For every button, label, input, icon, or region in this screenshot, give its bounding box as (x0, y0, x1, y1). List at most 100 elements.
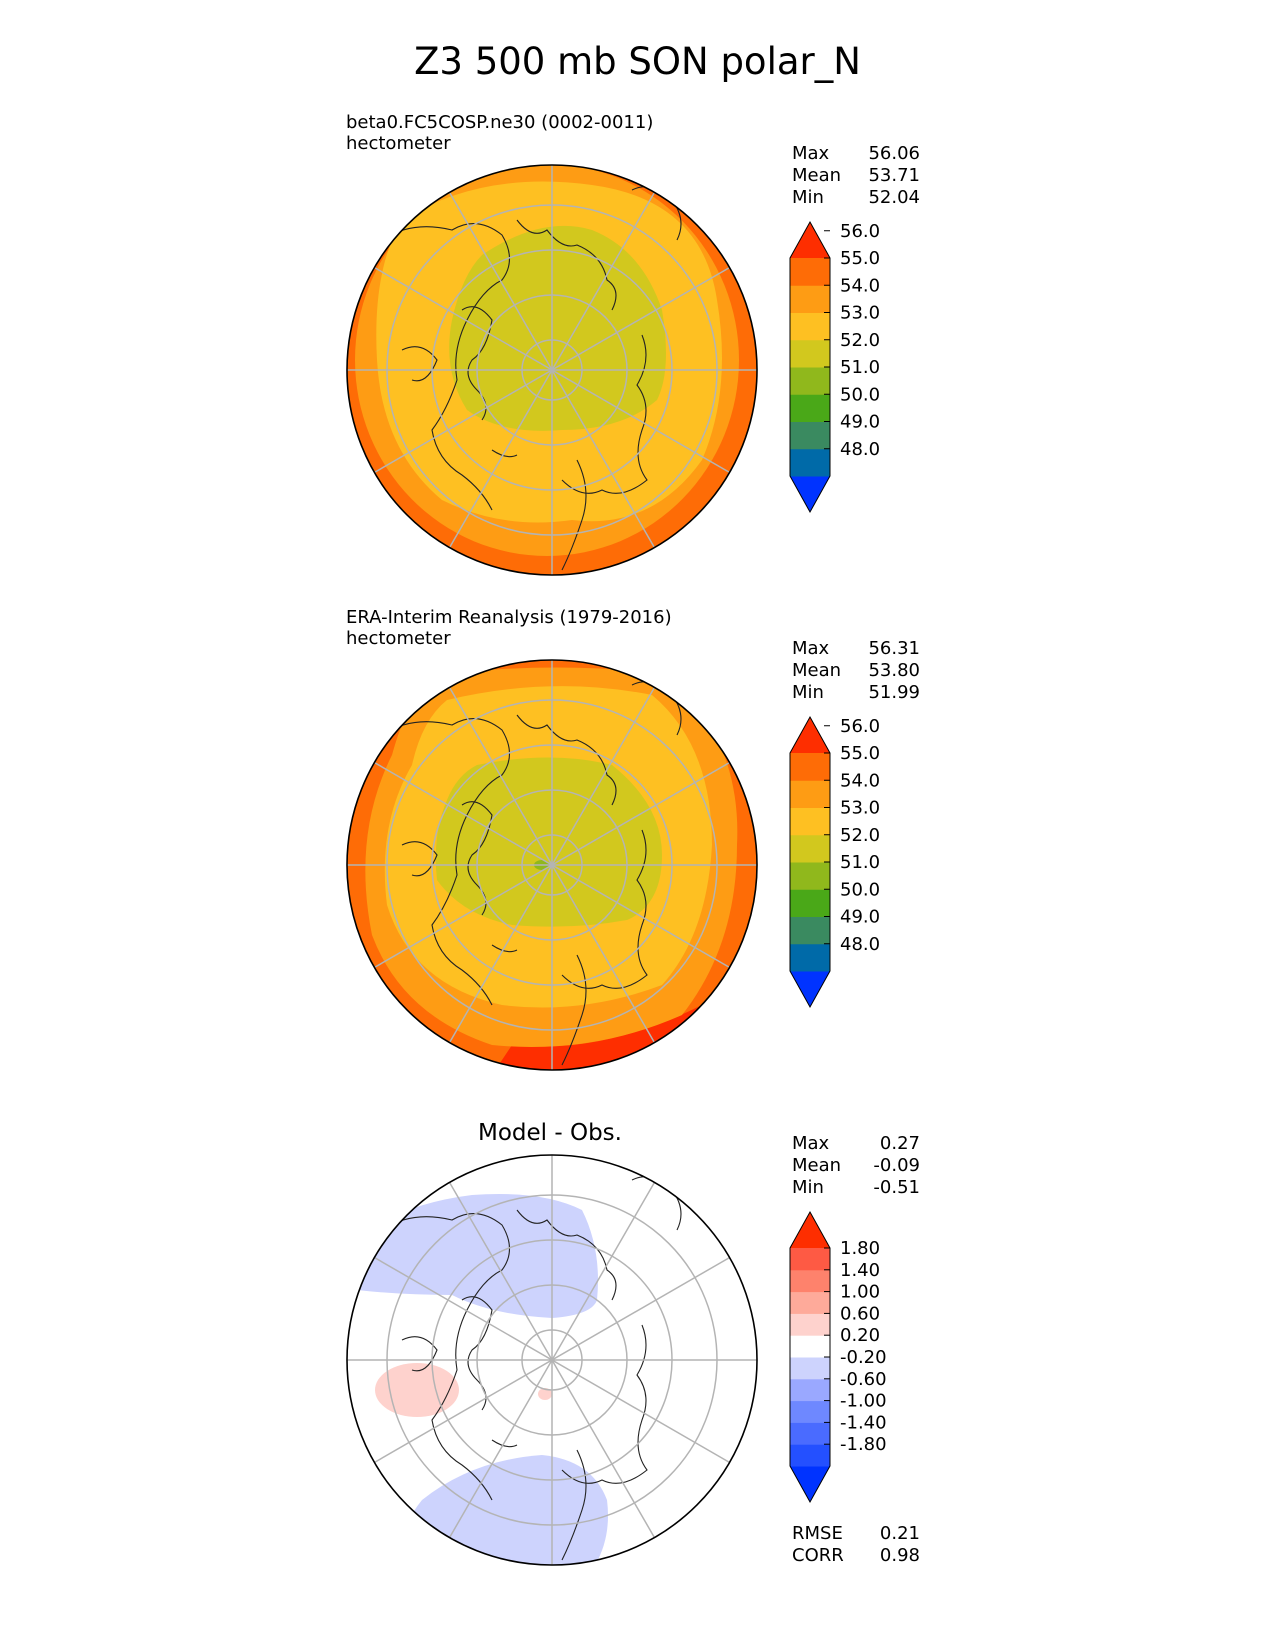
colorbar-extend-max (790, 1212, 830, 1248)
colorbar-segment (790, 1400, 830, 1423)
colorbar-tick-label: 51.0 (840, 852, 880, 873)
stat-max-value: 56.06 (868, 143, 920, 164)
polar-map-test (346, 164, 758, 576)
stat-mean-label: Mean (792, 1155, 842, 1176)
colorbar-segment (790, 862, 830, 890)
contour-band-52 (435, 757, 662, 927)
colorbar-tick-label: 50.0 (840, 384, 880, 405)
subtitle-case: ERA-Interim Reanalysis (1979-2016) (346, 607, 672, 628)
colorbar-tick-label: 51.0 (840, 357, 880, 378)
metrics-box: RMSE 0.21 CORR 0.98 (792, 1523, 920, 1567)
coastlines (381, 186, 682, 571)
colorbar-segment (790, 258, 830, 286)
panel-test: beta0.FC5COSP.ne30 (0002-0011) hectometer… (0, 0, 1275, 576)
stat-max-label: Max (792, 638, 830, 659)
colorbar-segment (790, 1291, 830, 1314)
colorbar-segment (790, 394, 830, 422)
colorbar-tick-label: 48.0 (840, 934, 880, 955)
colorbar-tick-label: -1.40 (840, 1412, 887, 1433)
colorbar-tick-label: 49.0 (840, 412, 880, 433)
graticule (347, 165, 757, 575)
colorbar-extend-max (790, 222, 830, 258)
stat-mean-label: Mean (792, 165, 842, 186)
map-boundary (346, 659, 758, 1071)
panel-reference: ERA-Interim Reanalysis (1979-2016) hectom… (0, 495, 1275, 1071)
colorbar-tick-label: 49.0 (840, 907, 880, 928)
colorbar-tick-label: 0.20 (840, 1325, 880, 1346)
graticule (347, 1155, 757, 1565)
graticule (347, 660, 757, 1070)
panel-test-subtitle: beta0.FC5COSP.ne30 (0002-0011) hectometer (346, 112, 653, 154)
colorbar-segment (790, 834, 830, 863)
colorbar-extend-min (790, 971, 830, 1007)
colorbar-segment (790, 448, 830, 477)
rmse-value: 0.21 (879, 1523, 920, 1544)
corr-value: 0.98 (879, 1545, 920, 1566)
colorbar-segment (790, 421, 830, 450)
colorbar-segment (790, 780, 830, 808)
colorbar-segment (790, 1444, 830, 1467)
colorbar-reference: 48.0 49.0 50.0 51.0 52.0 53.0 54.0 55.0 56.0 (789, 716, 880, 1009)
colorbar-segment (790, 889, 830, 917)
colorbar-tick-label: 56.0 (840, 221, 880, 242)
colorbar-segment (790, 1313, 830, 1336)
positive-anomaly-center (538, 1388, 552, 1400)
colorbar-segment (790, 285, 830, 313)
stat-min-value: 52.04 (868, 187, 920, 208)
stat-max-value: 0.27 (879, 1133, 920, 1154)
colorbar-segment (790, 916, 830, 945)
colorbar-tick-label: 56.0 (840, 716, 880, 737)
colorbar-tick-label: 53.0 (840, 798, 880, 819)
stat-max-value: 56.31 (868, 638, 920, 659)
colorbar-segment (790, 367, 830, 395)
stat-mean-label: Mean (792, 660, 842, 681)
colorbar-tick-label: 0.60 (840, 1303, 880, 1324)
colorbar-extend-max (790, 717, 830, 753)
colorbar-segment (790, 753, 830, 781)
figure-title: Z3 500 mb SON polar_N (414, 40, 861, 83)
colorbar-tick-label: 54.0 (840, 275, 880, 296)
map-boundary (346, 164, 758, 576)
coastlines (381, 681, 682, 1066)
colorbar-segment (790, 1335, 830, 1358)
colorbar-segment (790, 1248, 830, 1271)
colorbar-tick-label: 54.0 (840, 770, 880, 791)
colorbar-tick-label: 50.0 (840, 879, 880, 900)
colorbar-tick-label: 1.40 (840, 1260, 880, 1281)
colorbar-tick-label: -1.00 (840, 1391, 887, 1412)
stats-box: Max 56.31 Mean 53.80 Min 51.99 (792, 638, 920, 704)
positive-anomaly-west (375, 1363, 459, 1417)
colorbar-segment (790, 339, 830, 368)
subtitle-units: hectometer (346, 628, 451, 649)
colorbar-tick-label: 53.0 (840, 303, 880, 324)
colorbar-tick-label: 48.0 (840, 439, 880, 460)
colorbar-extend-min (790, 476, 830, 512)
polar-map-difference (346, 1154, 758, 1566)
stat-mean-value: 53.80 (868, 660, 920, 681)
stat-max-label: Max (792, 143, 830, 164)
panel-reference-subtitle: ERA-Interim Reanalysis (1979-2016) hectom… (346, 607, 672, 649)
stat-min-label: Min (792, 682, 824, 703)
stat-min-value: -0.51 (873, 1177, 920, 1198)
colorbar-segment (790, 1357, 830, 1380)
rmse-label: RMSE (792, 1523, 843, 1544)
colorbar-segment (790, 312, 830, 341)
stat-mean-value: -0.09 (873, 1155, 920, 1176)
stat-mean-value: 53.71 (868, 165, 920, 186)
subtitle-units: hectometer (346, 133, 451, 154)
colorbar-segment (790, 1422, 830, 1445)
colorbar-tick-label: -0.20 (840, 1347, 887, 1368)
colorbar-difference: -1.80-1.40-1.00-0.60-0.200.200.601.001.4… (789, 1210, 887, 1504)
colorbar-test: 48.0 49.0 50.0 51.0 52.0 53.0 54.0 55.0 56.0 (789, 221, 880, 514)
corr-label: CORR (792, 1545, 844, 1566)
stat-max-label: Max (792, 1133, 830, 1154)
subtitle-case: beta0.FC5COSP.ne30 (0002-0011) (346, 112, 654, 133)
polar-map-reference (346, 659, 758, 1071)
colorbar-tick-label: 1.00 (840, 1282, 880, 1303)
stat-min-label: Min (792, 1177, 824, 1198)
colorbar-tick-label: 1.80 (840, 1238, 880, 1259)
diff-title: Model - Obs. (478, 1120, 622, 1146)
stat-min-value: 51.99 (868, 682, 920, 703)
colorbar-tick-label: -1.80 (840, 1434, 887, 1455)
stats-box: Max 0.27 Mean -0.09 Min -0.51 (792, 1133, 920, 1199)
